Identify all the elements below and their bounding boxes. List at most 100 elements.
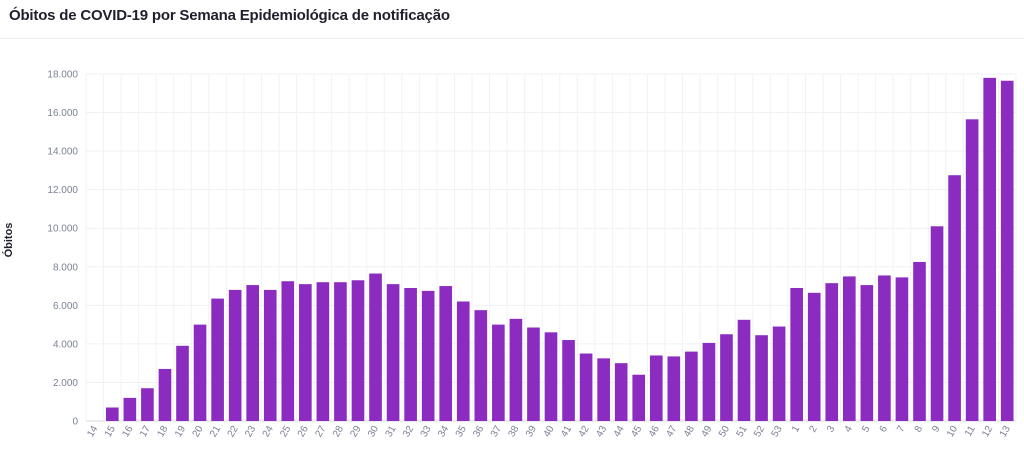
bar-week-47[interactable]	[667, 356, 681, 421]
x-tick-label: 41	[559, 424, 574, 440]
bar-week-35[interactable]	[456, 301, 470, 421]
x-tick-label: 30	[366, 424, 381, 440]
x-tick-label: 37	[489, 424, 504, 440]
bar-week-15[interactable]	[106, 407, 119, 421]
bar-week-40[interactable]	[544, 332, 558, 421]
y-axis-label: Óbitos	[2, 223, 15, 258]
y-tick-label: 0	[72, 417, 78, 428]
bar-week-52[interactable]	[755, 335, 768, 421]
y-tick-label: 12.000	[47, 185, 78, 196]
x-tick-label: 48	[682, 424, 697, 440]
bar-week-49[interactable]	[702, 342, 716, 421]
x-tick-label: 21	[208, 424, 223, 440]
bar-week-9[interactable]	[930, 226, 944, 421]
x-tick-label: 13	[998, 424, 1013, 440]
bar-week-29[interactable]	[351, 280, 365, 421]
y-axis-ticks: 0 2.000 4.000 6.000 8.000 10.000 12.000 14.000 1…	[47, 70, 78, 428]
bar-week-44[interactable]	[614, 363, 628, 421]
x-tick-label: 24	[261, 424, 276, 440]
bar-week-28[interactable]	[334, 282, 347, 421]
bar-week-11[interactable]	[965, 119, 979, 421]
y-tick-label: 18.000	[47, 70, 78, 81]
x-tick-label: 15	[103, 424, 118, 440]
bar-week-13[interactable]	[1000, 80, 1014, 421]
bar-week-43[interactable]	[597, 358, 610, 421]
bar-week-34[interactable]	[439, 286, 453, 421]
bar-week-6[interactable]	[878, 275, 891, 421]
bar-week-10[interactable]	[948, 175, 961, 421]
x-tick-label: 36	[471, 424, 486, 440]
y-tick-label: 10.000	[47, 224, 78, 235]
bar-week-53[interactable]	[772, 326, 786, 421]
x-tick-label: 53	[770, 424, 785, 440]
bar-week-17[interactable]	[141, 388, 154, 421]
x-tick-label: 19	[173, 424, 188, 440]
bar-week-45[interactable]	[632, 374, 646, 421]
x-tick-label: 46	[647, 424, 662, 440]
bar-week-2[interactable]	[807, 292, 821, 421]
bar-week-1[interactable]	[790, 287, 803, 421]
x-tick-label: 23	[243, 424, 258, 440]
bar-week-19[interactable]	[176, 345, 189, 421]
x-tick-label: 4	[843, 424, 856, 435]
bar-week-48[interactable]	[685, 351, 698, 421]
x-tick-label: 14	[85, 424, 100, 440]
bar-week-33[interactable]	[421, 290, 435, 421]
bar-week-24[interactable]	[263, 289, 277, 421]
x-tick-label: 45	[629, 424, 644, 440]
x-tick-label: 35	[454, 424, 469, 440]
x-tick-label: 3	[825, 424, 838, 435]
bar-week-46[interactable]	[649, 355, 663, 421]
bar-week-23[interactable]	[246, 285, 260, 421]
x-tick-label: 6	[878, 424, 891, 435]
y-tick-label: 4.000	[53, 339, 78, 350]
bar-week-18[interactable]	[158, 368, 172, 421]
x-tick-label: 29	[348, 424, 363, 440]
x-tick-label: 10	[945, 424, 960, 440]
bar-week-51[interactable]	[737, 319, 751, 421]
bar-week-7[interactable]	[895, 277, 909, 421]
bar-week-32[interactable]	[404, 287, 417, 421]
bar-week-50[interactable]	[720, 334, 733, 421]
bar-week-41[interactable]	[562, 340, 575, 421]
x-tick-label: 11	[963, 424, 978, 439]
x-axis-ticks: 14 15 16 17 18 19 20 21 22 23 24 25 26 27 28 29 30 31 32 33…	[85, 424, 1013, 440]
bar-week-36[interactable]	[474, 310, 488, 421]
bar-week-38[interactable]	[509, 318, 523, 421]
bar-week-31[interactable]	[386, 284, 400, 421]
x-tick-label: 42	[577, 424, 592, 440]
bar-week-16[interactable]	[123, 397, 137, 421]
bar-week-21[interactable]	[211, 298, 224, 421]
x-tick-label: 12	[980, 424, 995, 440]
y-tick-label: 16.000	[47, 108, 78, 119]
bar-week-30[interactable]	[369, 273, 382, 421]
bar-week-22[interactable]	[228, 289, 242, 421]
bar-week-3[interactable]	[825, 283, 839, 421]
x-tick-label: 44	[612, 424, 627, 440]
bar-week-39[interactable]	[527, 327, 540, 421]
bar-week-5[interactable]	[860, 285, 874, 421]
bar-week-42[interactable]	[579, 353, 593, 421]
x-tick-label: 17	[138, 424, 153, 440]
y-tick-label: 8.000	[53, 262, 78, 273]
x-tick-label: 16	[120, 424, 135, 440]
x-tick-label: 49	[699, 424, 714, 440]
bar-week-8[interactable]	[913, 261, 926, 421]
bar-week-4[interactable]	[842, 276, 856, 421]
x-tick-label: 9	[930, 424, 943, 435]
x-tick-label: 2	[807, 424, 820, 435]
x-tick-label: 31	[384, 424, 399, 440]
x-tick-label: 43	[594, 424, 609, 440]
x-tick-label: 26	[296, 424, 311, 440]
chart-title: Óbitos de COVID-19 por Semana Epidemioló…	[9, 7, 450, 24]
bar-week-25[interactable]	[281, 281, 295, 421]
bar-week-20[interactable]	[193, 324, 207, 421]
bar-week-12[interactable]	[983, 77, 996, 421]
x-tick-label: 52	[752, 424, 767, 440]
title-divider	[0, 38, 1024, 39]
bar-week-26[interactable]	[299, 284, 312, 421]
x-tick-label: 22	[226, 424, 241, 440]
bar-week-27[interactable]	[316, 282, 330, 421]
bar-week-37[interactable]	[492, 324, 505, 421]
x-tick-label: 32	[401, 424, 416, 440]
